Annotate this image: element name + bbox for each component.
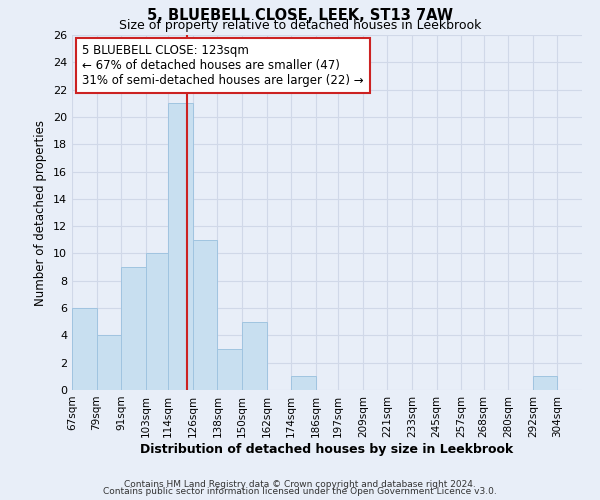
Bar (168, 104, 193, 390)
Bar (121, 267, 146, 390)
Bar (146, 254, 168, 390)
Y-axis label: Number of detached properties: Number of detached properties (34, 120, 47, 306)
Bar (97, 336, 121, 390)
Text: Contains public sector information licensed under the Open Government Licence v3: Contains public sector information licen… (103, 487, 497, 496)
Bar (291, 376, 316, 390)
Text: 5, BLUEBELL CLOSE, LEEK, ST13 7AW: 5, BLUEBELL CLOSE, LEEK, ST13 7AW (147, 8, 453, 22)
Bar (217, 349, 242, 390)
Text: Size of property relative to detached houses in Leekbrook: Size of property relative to detached ho… (119, 19, 481, 32)
Text: 5 BLUEBELL CLOSE: 123sqm
← 67% of detached houses are smaller (47)
31% of semi-d: 5 BLUEBELL CLOSE: 123sqm ← 67% of detach… (82, 44, 364, 87)
X-axis label: Distribution of detached houses by size in Leekbrook: Distribution of detached houses by size … (140, 442, 514, 456)
Bar (242, 322, 266, 390)
Text: Contains HM Land Registry data © Crown copyright and database right 2024.: Contains HM Land Registry data © Crown c… (124, 480, 476, 489)
Bar (533, 376, 557, 390)
Bar (193, 240, 217, 390)
Bar (72, 308, 97, 390)
